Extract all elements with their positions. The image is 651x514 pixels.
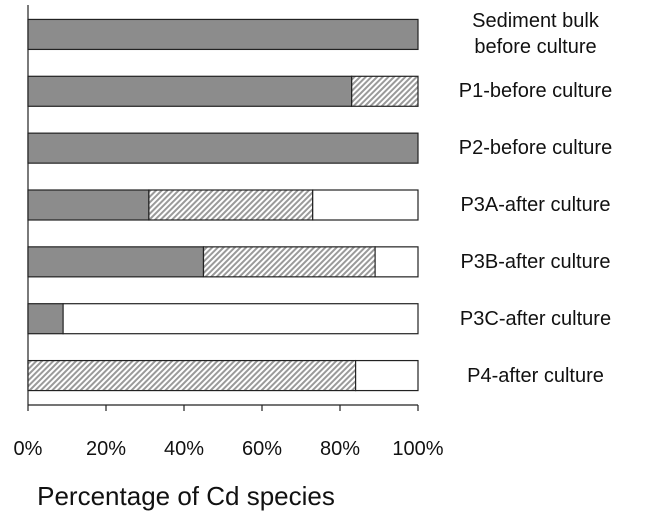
bar-segment bbox=[27, 359, 357, 392]
x-tick-label: 20% bbox=[86, 438, 126, 460]
bar-segment bbox=[202, 246, 376, 278]
bar-segment bbox=[27, 303, 64, 335]
category-label: P3A-after culture bbox=[460, 194, 611, 216]
x-tick-label: 40% bbox=[164, 438, 204, 460]
bar-segment bbox=[312, 189, 419, 221]
x-tick-label: 100% bbox=[392, 438, 443, 460]
category-label: Sediment bulk before culture bbox=[472, 10, 599, 59]
category-label: P2-before culture bbox=[458, 137, 613, 160]
bar-segment bbox=[355, 359, 419, 392]
bar-segment bbox=[27, 75, 353, 107]
bar-segment bbox=[27, 189, 150, 221]
category-label: P4-after culture bbox=[467, 364, 604, 387]
x-axis-label: Percentage of Cd species bbox=[37, 481, 335, 511]
category-label: P3C-after culture bbox=[459, 307, 612, 330]
category-label: P1-before culture bbox=[458, 80, 613, 103]
bar-segment bbox=[351, 75, 419, 107]
bar-segment bbox=[27, 246, 205, 278]
x-tick-label: 0% bbox=[14, 438, 43, 460]
category-label: P3B-after culture bbox=[460, 250, 611, 273]
bar-segment bbox=[27, 18, 419, 51]
bar-segment bbox=[62, 303, 419, 335]
x-tick-label: 80% bbox=[320, 438, 360, 460]
bar-segment bbox=[374, 246, 419, 278]
bar-segment bbox=[148, 189, 314, 221]
x-tick-label: 60% bbox=[242, 438, 282, 460]
bar-segment bbox=[27, 132, 419, 164]
